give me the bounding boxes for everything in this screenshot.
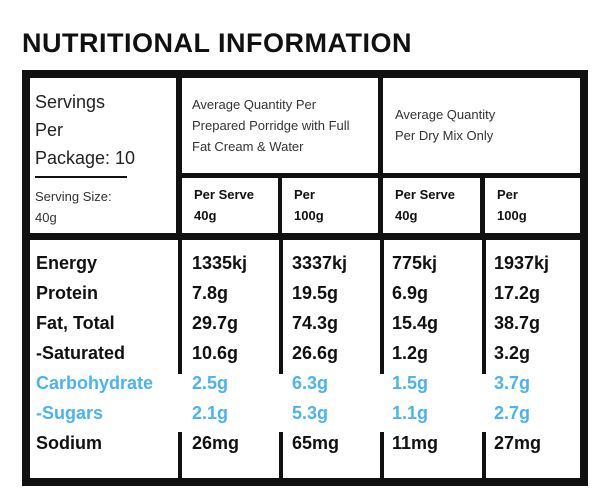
group-header-dry-mix: Average Quantity Per Dry Mix Only bbox=[383, 78, 580, 173]
table-row: Sodium 26mg 65mg 11mg 27mg bbox=[36, 433, 542, 453]
column-divider bbox=[279, 240, 283, 374]
group-header-prepared: Average Quantity Per Prepared Porridge w… bbox=[182, 78, 378, 173]
column-header: Per Serve 40g bbox=[182, 178, 278, 233]
column-divider bbox=[380, 240, 384, 374]
column-header: Per 100g bbox=[282, 178, 378, 233]
column-divider bbox=[482, 240, 486, 374]
column-divider bbox=[279, 432, 283, 478]
column-header: Per Serve 40g bbox=[383, 178, 480, 233]
servings-cell: Servings Per Package: 10 Serving Size: 4… bbox=[30, 78, 176, 233]
divider bbox=[35, 176, 127, 178]
table-body: Energy 1335kj 3337kj 775kj 1937kj Protein 7.8… bbox=[30, 240, 580, 478]
column-divider bbox=[178, 240, 182, 374]
table-row: Fat, Total 29.7g 74.3g 15.4g 38.7g bbox=[36, 313, 541, 333]
page-title: NUTRITIONAL INFORMATION bbox=[22, 28, 412, 58]
table-row: -Saturated 10.6g 26.6g 1.2g 3.2g bbox=[36, 343, 531, 363]
column-header: Per 100g bbox=[485, 178, 580, 233]
table-row: Protein 7.8g 19.5g 6.9g 17.2g bbox=[36, 283, 541, 303]
serving-size: Serving Size: 40g bbox=[35, 189, 112, 225]
column-divider bbox=[482, 432, 486, 478]
servings-text: Servings Per Package: 10 bbox=[35, 92, 136, 168]
column-divider bbox=[380, 432, 384, 478]
table-row-highlight: -Sugars 2.1g 5.3g 1.1g 2.7g bbox=[36, 403, 531, 423]
column-divider bbox=[178, 432, 182, 478]
table-row-highlight: Carbohydrate 2.5g 6.3g 1.5g 3.7g bbox=[36, 373, 531, 393]
table-row: Energy 1335kj 3337kj 775kj 1937kj bbox=[36, 253, 550, 273]
